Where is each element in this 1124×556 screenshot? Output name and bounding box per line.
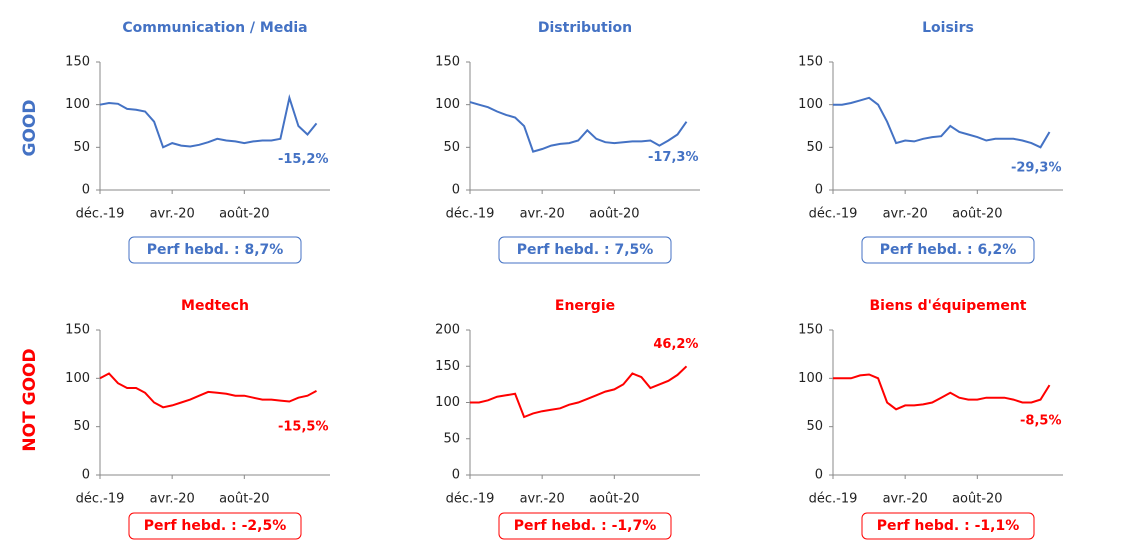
y-tick-label: 100 <box>798 97 823 112</box>
end-annotation: -15,5% <box>278 419 329 434</box>
y-tick-label: 0 <box>82 468 90 483</box>
row-label: NOT GOOD <box>20 348 40 451</box>
perf-box <box>861 236 1035 264</box>
x-tick-label: déc.-19 <box>446 207 495 222</box>
series-line <box>99 372 317 409</box>
x-tick-label: août-20 <box>952 207 1003 222</box>
y-tick-label: 150 <box>798 323 823 338</box>
x-tick-label: août-20 <box>219 207 270 222</box>
perf-label: Perf hebd. : -1,7% <box>514 518 656 534</box>
end-annotation: -8,5% <box>1020 414 1061 429</box>
series-line <box>99 93 318 149</box>
perf-box <box>861 512 1035 540</box>
x-tick-label: avr.-20 <box>883 492 928 507</box>
y-tick-label: 100 <box>798 371 823 386</box>
series-line <box>470 365 688 419</box>
y-tick-label: 0 <box>82 183 90 198</box>
y-tick-label: 200 <box>435 323 460 338</box>
y-tick-label: 0 <box>452 468 460 483</box>
end-annotation: -29,3% <box>1011 160 1062 175</box>
y-tick-label: 100 <box>435 97 460 112</box>
perf-box <box>128 236 302 264</box>
y-tick-label: 50 <box>806 140 823 155</box>
y-tick-label: 150 <box>435 359 460 374</box>
y-tick-label: 100 <box>65 97 90 112</box>
y-tick-label: 50 <box>73 140 90 155</box>
x-tick-label: déc.-19 <box>809 492 858 507</box>
perf-label: Perf hebd. : 8,7% <box>147 242 284 258</box>
perf-box <box>128 512 302 540</box>
y-tick-label: 0 <box>815 468 823 483</box>
x-tick-label: avr.-20 <box>883 207 928 222</box>
x-tick-label: avr.-20 <box>520 492 565 507</box>
x-tick-label: août-20 <box>589 492 640 507</box>
y-tick-label: 50 <box>806 419 823 434</box>
perf-label: Perf hebd. : 6,2% <box>880 242 1017 258</box>
y-tick-label: 0 <box>452 183 460 198</box>
y-tick-label: 150 <box>798 55 823 70</box>
chart-title: Communication / Media <box>122 20 307 36</box>
y-tick-label: 150 <box>65 323 90 338</box>
x-tick-label: avr.-20 <box>150 207 195 222</box>
y-tick-label: 50 <box>443 431 460 446</box>
x-tick-label: août-20 <box>589 207 640 222</box>
series-line <box>469 101 688 153</box>
y-tick-label: 100 <box>65 371 90 386</box>
x-tick-label: avr.-20 <box>150 492 195 507</box>
x-tick-label: août-20 <box>219 492 270 507</box>
x-tick-label: déc.-19 <box>76 207 125 222</box>
y-tick-label: 150 <box>435 55 460 70</box>
end-annotation: -15,2% <box>278 152 329 167</box>
perf-box <box>498 512 672 540</box>
y-tick-label: 0 <box>815 183 823 198</box>
chart-title: Loisirs <box>922 20 974 36</box>
y-tick-label: 150 <box>65 55 90 70</box>
perf-label: Perf hebd. : 7,5% <box>517 242 654 258</box>
row-label: GOOD <box>20 100 40 157</box>
x-tick-label: avr.-20 <box>520 207 565 222</box>
end-annotation: -17,3% <box>648 150 699 165</box>
x-tick-label: août-20 <box>952 492 1003 507</box>
chart-title: Energie <box>555 298 615 314</box>
y-tick-label: 50 <box>443 140 460 155</box>
end-annotation: 46,2% <box>653 337 698 352</box>
perf-label: Perf hebd. : -2,5% <box>144 518 286 534</box>
x-tick-label: déc.-19 <box>446 492 495 507</box>
x-tick-label: déc.-19 <box>76 492 125 507</box>
series-line <box>833 373 1051 411</box>
x-tick-label: déc.-19 <box>809 207 858 222</box>
chart-title: Biens d'équipement <box>870 298 1027 314</box>
chart-title: Medtech <box>181 298 249 314</box>
series-line <box>833 96 1051 149</box>
y-tick-label: 100 <box>435 395 460 410</box>
chart-title: Distribution <box>538 20 632 36</box>
y-tick-label: 50 <box>73 419 90 434</box>
perf-label: Perf hebd. : -1,1% <box>877 518 1019 534</box>
perf-box <box>498 236 672 264</box>
